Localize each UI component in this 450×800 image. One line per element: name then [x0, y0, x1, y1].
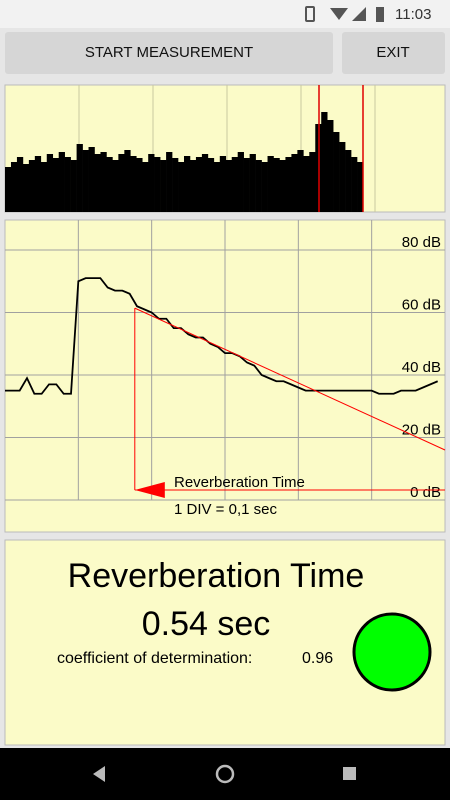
y-tick-label: 80 dB — [402, 234, 441, 251]
waveform-bar — [207, 158, 215, 212]
waveform-bar — [303, 156, 310, 212]
waveform-bar — [201, 154, 209, 212]
waveform-bar — [225, 160, 233, 212]
y-tick-label: 60 dB — [402, 296, 441, 313]
waveform-bar — [82, 150, 89, 212]
back-button[interactable] — [93, 766, 105, 782]
waveform-bar — [261, 162, 268, 212]
result-title: Reverberation Time — [68, 557, 365, 595]
waveform-bar — [339, 142, 346, 212]
waveform-bar — [22, 164, 30, 212]
waveform-bar — [106, 157, 113, 212]
waveform-bar — [213, 162, 221, 212]
waveform-bar — [118, 154, 125, 212]
waveform-bar — [273, 158, 280, 212]
chart-annotation: Reverberation Time — [174, 474, 305, 491]
waveform-bar — [100, 152, 107, 212]
waveform-bar — [309, 152, 316, 212]
exit-button-label[interactable]: EXIT — [376, 44, 409, 61]
wifi-icon — [330, 8, 348, 20]
y-tick-label: 20 dB — [402, 421, 441, 438]
waveform-bar — [279, 160, 286, 212]
waveform-bar — [76, 144, 83, 212]
waveform-bar — [142, 162, 149, 212]
battery-icon — [376, 7, 384, 22]
waveform-bar — [160, 160, 167, 212]
waveform-bar — [10, 162, 18, 212]
waveform-bar — [249, 154, 256, 212]
waveform-bar — [243, 158, 250, 212]
signal-icon — [352, 7, 366, 21]
waveform-bar — [351, 157, 358, 212]
recents-button[interactable] — [343, 767, 356, 780]
waveform-bar — [327, 120, 334, 212]
waveform-bar — [40, 162, 48, 212]
waveform-bar — [112, 160, 119, 212]
waveform-bar — [321, 112, 328, 212]
vibrate-icon — [305, 6, 315, 22]
result-value: 0.54 sec — [142, 605, 271, 643]
status-bar — [0, 0, 450, 28]
waveform-bar — [136, 158, 143, 212]
exit-button[interactable] — [342, 32, 445, 74]
waveform-bar — [154, 157, 161, 212]
waveform-bar — [88, 147, 95, 212]
waveform-bar — [184, 156, 191, 212]
waveform-bar — [46, 154, 54, 212]
waveform-bar — [130, 156, 137, 212]
waveform-bar — [291, 154, 298, 212]
waveform-bar — [58, 152, 65, 212]
waveform-bar — [219, 156, 227, 212]
status-indicator — [352, 612, 432, 692]
start-button-label[interactable]: START MEASUREMENT — [85, 44, 253, 61]
waveform-bar — [255, 160, 262, 212]
waveform-bar — [52, 158, 59, 212]
waveform-bar — [172, 158, 179, 212]
waveform-bar — [345, 150, 352, 212]
waveform-bar — [178, 162, 185, 212]
waveform-bar — [94, 154, 101, 212]
clock: 11:03 — [395, 6, 431, 23]
r2-value: 0.96 — [302, 650, 333, 667]
home-button[interactable] — [215, 764, 235, 784]
waveform-bar — [5, 167, 12, 212]
waveform-bar — [237, 152, 244, 212]
waveform-bar — [231, 157, 238, 212]
waveform-bar — [124, 150, 131, 212]
waveform-bar — [285, 157, 292, 212]
waveform-bar — [297, 150, 304, 212]
waveform-bar — [148, 154, 155, 212]
waveform-bar — [34, 156, 42, 212]
waveform-bar — [16, 157, 24, 212]
nav-bar — [0, 748, 450, 800]
y-tick-label: 40 dB — [402, 359, 441, 376]
waveform-bar — [333, 132, 340, 212]
decay-trace — [5, 277, 439, 395]
waveform-bar — [357, 162, 364, 212]
range-arrow — [134, 482, 165, 498]
waveform-bar — [28, 160, 36, 212]
waveform-bar — [267, 156, 274, 212]
waveform-bar — [64, 157, 71, 212]
y-tick-label: 0 dB — [410, 484, 441, 501]
r2-label: coefficient of determination: — [57, 650, 252, 667]
waveform-bar — [195, 157, 203, 212]
waveform-bar — [70, 160, 77, 212]
fit-line — [134, 307, 446, 451]
waveform-bar — [166, 152, 173, 212]
waveform-bar — [189, 160, 197, 212]
scale-note: 1 DIV = 0,1 sec — [174, 501, 277, 518]
start-button[interactable] — [5, 32, 333, 74]
